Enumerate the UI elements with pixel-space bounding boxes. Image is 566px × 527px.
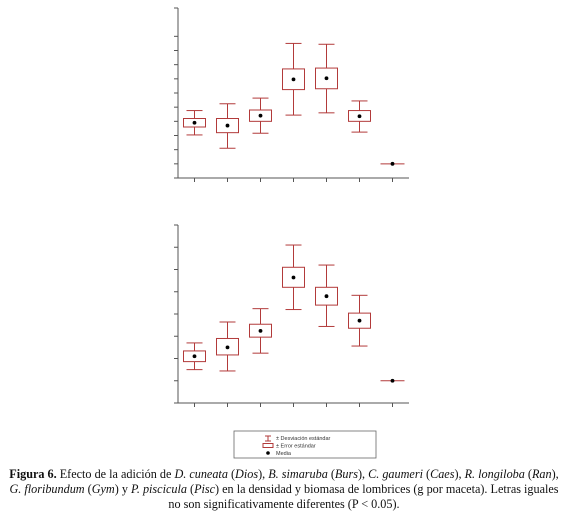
caption-species-name: Burs (334, 467, 358, 481)
caption-species-name: Dios (235, 467, 259, 481)
figure-canvas: ± Desviación estándar ± Error estándar M… (174, 7, 409, 459)
caption-species-name: C. gaumeri (368, 467, 423, 481)
caption-species-name: P. piscicula (130, 482, 187, 496)
caption-fragment: ( (422, 467, 431, 481)
caption-fragment: ), (551, 467, 559, 481)
mean-point (291, 275, 296, 280)
mean-point (324, 76, 329, 81)
mean-point (192, 354, 197, 359)
caption-fragment: ( (524, 467, 532, 481)
legend-se-symbol (262, 443, 274, 448)
caption-species-name: Ran (531, 467, 552, 481)
mean-point (357, 114, 362, 119)
caption-fragment: ) y (114, 482, 131, 496)
figure-caption: Figura 6. Efecto de la adición de D. cun… (6, 467, 562, 512)
legend: ± Desviación estándar ± Error estándar M… (233, 430, 377, 459)
mean-point (225, 123, 230, 128)
caption-fragment: Efecto de la adición de (56, 467, 175, 481)
mean-point (357, 318, 362, 323)
legend-se-label: ± Error estándar (276, 444, 316, 450)
caption-species-name: D. cuneata (174, 467, 228, 481)
caption-fragment: ( (227, 467, 236, 481)
caption-fragment: ( (327, 467, 335, 481)
mean-point (258, 329, 263, 333)
mean-point (324, 294, 329, 299)
mean-point (390, 378, 395, 383)
caption-species-name: R. longiloba (464, 467, 525, 481)
caption-species-name: Gym (91, 482, 115, 496)
caption-figure-label: Figura 6. (9, 467, 57, 481)
caption-fragment: ), (258, 467, 269, 481)
mean-point (225, 345, 230, 350)
mean-point (291, 77, 296, 82)
caption-fragment: ), (357, 467, 369, 481)
mean-point (390, 161, 395, 166)
caption-fragment: ) en la densidad y biomasa de lombrices … (168, 482, 559, 511)
caption-species-name: B. simaruba (268, 467, 328, 481)
caption-species-name: Caes (430, 467, 455, 481)
caption-species-name: Pisc (194, 482, 216, 496)
caption-text: Efecto de la adición de D. cuneata (Dios… (9, 467, 558, 511)
caption-fragment: ), (454, 467, 465, 481)
legend-mean-label: Media (276, 451, 292, 457)
density-boxplot (174, 224, 409, 407)
legend-sd-label: ± Desviación estándar (276, 436, 331, 442)
caption-species-name: G. floribundum (9, 482, 85, 496)
biomass-boxplot (174, 7, 409, 182)
caption-fragment: ( (186, 482, 195, 496)
mean-point (192, 120, 197, 125)
legend-frame (233, 430, 377, 459)
caption-fragment: ( (84, 482, 92, 496)
legend-mean-symbol (266, 451, 270, 455)
mean-point (258, 113, 263, 118)
